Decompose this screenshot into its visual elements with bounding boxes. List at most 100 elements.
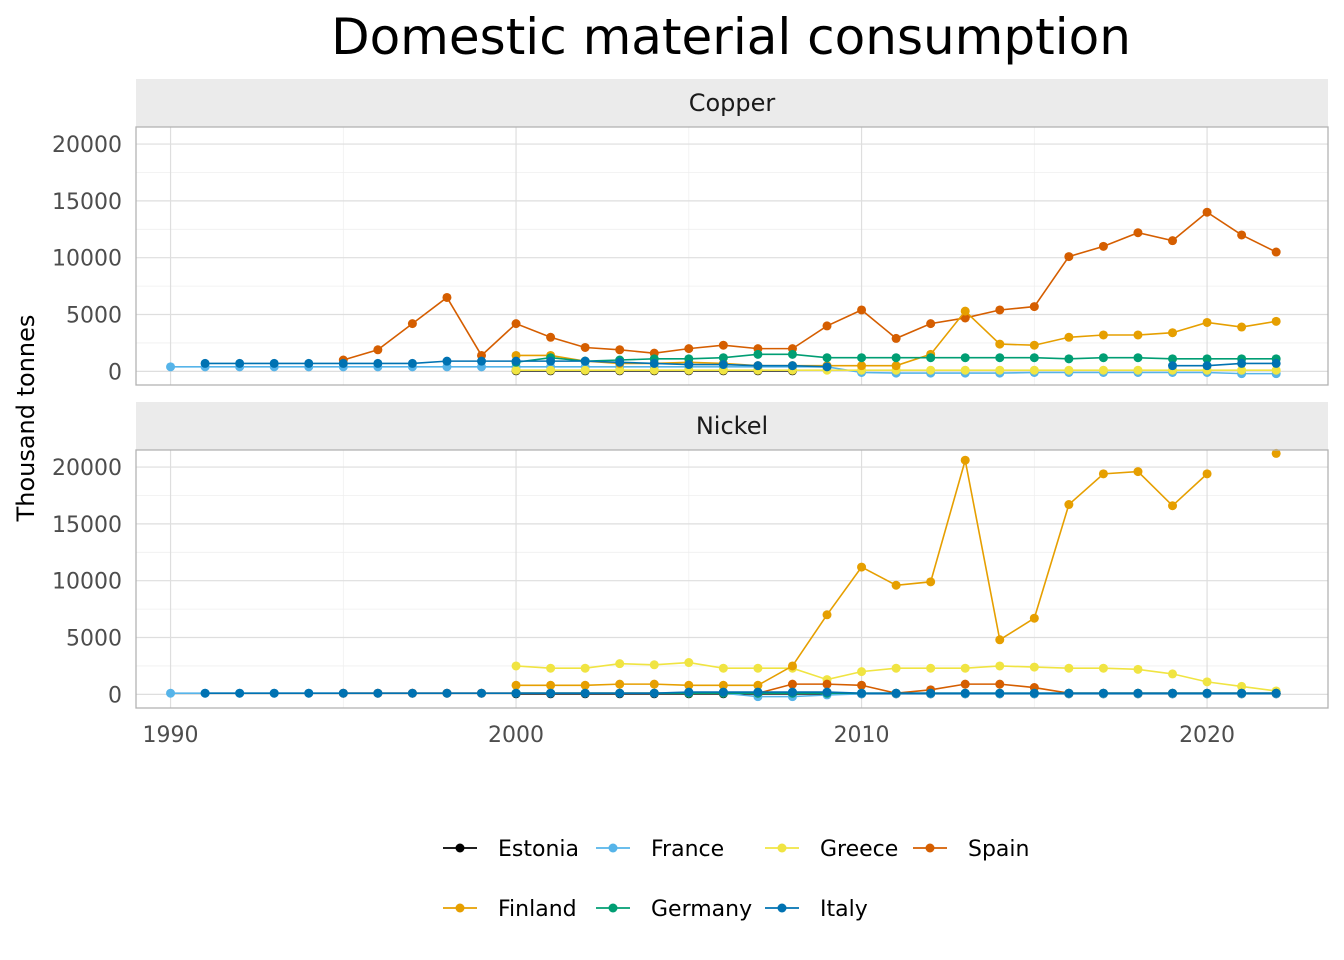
data-point-nickel-finland — [1064, 500, 1074, 510]
data-point-nickel-italy — [235, 688, 245, 698]
data-point-nickel-italy — [1271, 688, 1281, 698]
series-nickel-greece — [511, 658, 1281, 696]
data-point-copper-italy — [718, 360, 728, 370]
data-point-nickel-greece — [511, 661, 521, 671]
data-point-copper-finland — [1271, 316, 1281, 326]
data-point-nickel-italy — [960, 688, 970, 698]
data-point-copper-germany — [1133, 353, 1143, 363]
data-point-nickel-italy — [477, 688, 487, 698]
data-point-copper-germany — [1168, 354, 1178, 364]
series-nickel-italy — [200, 687, 1281, 698]
data-point-nickel-italy — [1098, 688, 1108, 698]
data-point-copper-spain — [684, 344, 694, 354]
y-tick-label: 0 — [108, 683, 122, 708]
data-point-nickel-finland — [649, 679, 659, 689]
data-point-nickel-greece — [995, 661, 1005, 671]
data-point-nickel-finland — [787, 661, 797, 671]
data-point-copper-finland — [1064, 332, 1074, 342]
data-point-nickel-france — [166, 688, 176, 698]
data-point-copper-greece — [511, 365, 521, 375]
x-tick-label: 2010 — [834, 723, 890, 748]
panel-border-nickel — [135, 449, 1329, 709]
data-point-nickel-finland — [580, 680, 590, 690]
series-copper-italy — [200, 356, 1281, 372]
data-point-copper-spain — [546, 332, 556, 342]
y-tick-label: 20000 — [52, 133, 122, 158]
data-point-copper-italy — [407, 358, 417, 368]
data-point-copper-greece — [1271, 365, 1281, 375]
y-tick-label: 15000 — [52, 190, 122, 215]
chart-panels: Copper 0 5000 10000 15000 20000 Nickel 0 5000 100… — [52, 79, 1329, 748]
data-point-copper-italy — [442, 356, 452, 366]
legend-item-estonia: Estonia — [443, 837, 579, 862]
data-point-nickel-greece — [580, 663, 590, 673]
data-point-nickel-spain — [822, 679, 832, 689]
data-point-nickel-italy — [373, 688, 383, 698]
data-point-copper-finland — [857, 361, 867, 371]
data-point-nickel-finland — [615, 679, 625, 689]
legend-label: Spain — [968, 837, 1029, 862]
data-point-copper-greece — [1064, 365, 1074, 375]
series-group-nickel — [166, 448, 1281, 702]
data-point-nickel-italy — [753, 687, 763, 697]
data-point-nickel-italy — [200, 688, 210, 698]
data-point-copper-spain — [1029, 302, 1039, 312]
data-point-nickel-spain — [787, 679, 797, 689]
data-point-copper-italy — [1202, 361, 1212, 371]
data-point-copper-france — [166, 362, 176, 372]
data-point-nickel-italy — [1168, 688, 1178, 698]
data-point-copper-germany — [926, 353, 936, 363]
data-point-copper-spain — [1064, 252, 1074, 262]
y-tick-label: 10000 — [52, 570, 122, 595]
data-point-copper-spain — [442, 292, 452, 302]
data-point-nickel-finland — [684, 680, 694, 690]
data-point-nickel-italy — [857, 688, 867, 698]
data-point-nickel-italy — [891, 688, 901, 698]
series-line-copper-spain — [343, 211, 1277, 361]
data-point-nickel-italy — [822, 687, 832, 697]
data-point-nickel-finland — [926, 577, 936, 587]
data-point-copper-germany — [822, 353, 832, 363]
data-point-nickel-greece — [615, 659, 625, 669]
data-point-copper-italy — [235, 358, 245, 368]
x-tick-label: 2020 — [1179, 723, 1235, 748]
data-point-nickel-finland — [1168, 501, 1178, 511]
data-point-nickel-greece — [1064, 663, 1074, 673]
data-point-copper-finland — [960, 306, 970, 316]
data-point-copper-spain — [857, 305, 867, 315]
data-point-copper-finland — [1168, 328, 1178, 338]
data-point-copper-spain — [615, 345, 625, 355]
data-point-copper-italy — [580, 356, 590, 366]
data-point-copper-spain — [407, 319, 417, 329]
data-point-copper-spain — [822, 321, 832, 331]
data-point-nickel-finland — [1202, 469, 1212, 479]
data-point-copper-spain — [373, 345, 383, 355]
data-point-nickel-italy — [407, 688, 417, 698]
data-point-copper-finland — [995, 339, 1005, 349]
data-point-nickel-italy — [787, 687, 797, 697]
data-point-copper-italy — [1168, 361, 1178, 371]
data-point-copper-italy — [684, 360, 694, 370]
data-point-nickel-spain — [857, 680, 867, 690]
data-point-copper-finland — [1202, 317, 1212, 327]
y-tick-label: 0 — [108, 360, 122, 385]
data-point-nickel-finland — [1029, 613, 1039, 623]
data-point-nickel-finland — [1133, 467, 1143, 477]
y-tick-label: 10000 — [52, 247, 122, 272]
data-point-nickel-italy — [615, 688, 625, 698]
legend-label: Italy — [820, 897, 868, 922]
data-point-copper-spain — [926, 319, 936, 329]
data-point-copper-finland — [1029, 340, 1039, 350]
data-point-copper-italy — [822, 362, 832, 372]
data-point-nickel-italy — [649, 688, 659, 698]
y-axis-label: Thousand tonnes — [12, 315, 40, 523]
data-point-nickel-greece — [1237, 681, 1247, 691]
data-point-nickel-finland — [1098, 469, 1108, 479]
data-point-nickel-greece — [753, 663, 763, 673]
legend-label: Estonia — [498, 837, 579, 862]
legend-label: Finland — [498, 897, 577, 922]
data-point-nickel-spain — [995, 679, 1005, 689]
data-point-nickel-italy — [304, 688, 314, 698]
data-point-copper-italy — [649, 358, 659, 368]
data-point-nickel-italy — [269, 688, 279, 698]
